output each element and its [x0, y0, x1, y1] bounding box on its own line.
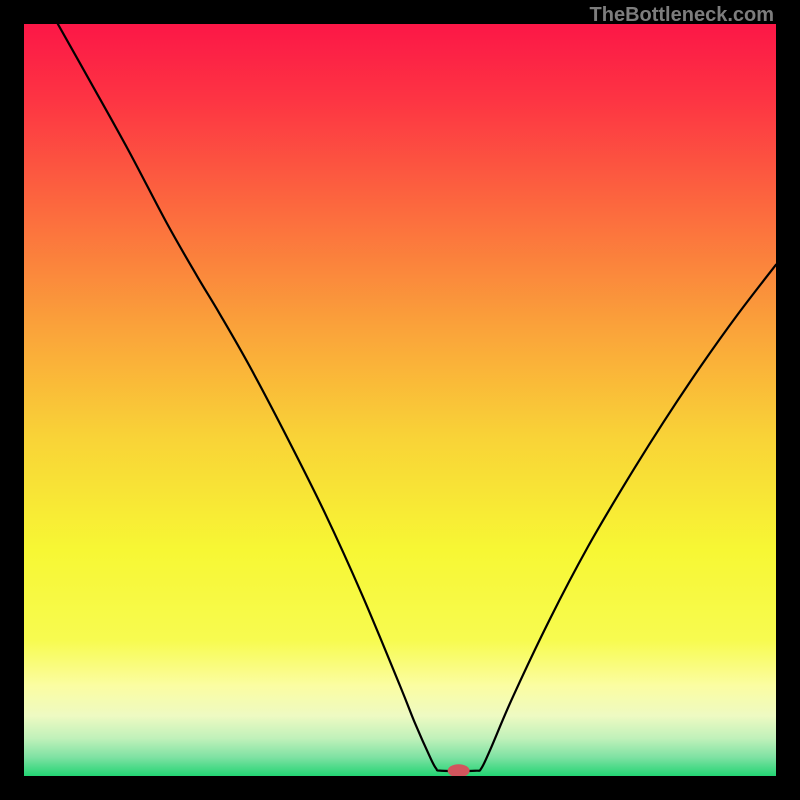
watermark-text: TheBottleneck.com — [590, 4, 774, 27]
curve-line — [58, 24, 776, 771]
plot-area — [24, 24, 776, 776]
optimal-marker — [448, 764, 470, 776]
bottleneck-curve — [24, 24, 776, 776]
chart-container: TheBottleneck.com — [0, 0, 800, 800]
